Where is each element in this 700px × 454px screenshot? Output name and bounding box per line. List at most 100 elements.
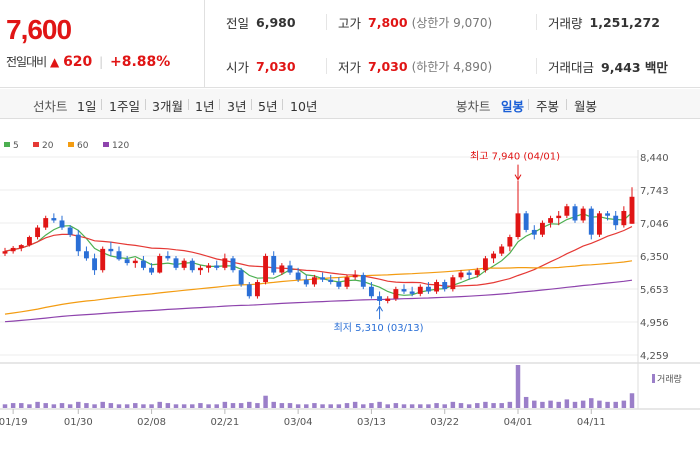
- candle-body: [230, 258, 236, 271]
- volume-bar: [51, 404, 57, 408]
- candle-body: [303, 279, 309, 285]
- stat-open: 시가 7,030: [226, 44, 296, 88]
- volume-bar: [100, 401, 105, 408]
- candle-body: [385, 298, 391, 301]
- candle-body: [377, 296, 383, 301]
- candle-body: [181, 260, 187, 268]
- period-1w[interactable]: 1주일: [109, 99, 140, 114]
- volume-bar: [336, 404, 342, 408]
- change-amount: 620: [63, 54, 93, 70]
- candle-body: [393, 289, 399, 299]
- candle-body: [263, 255, 269, 283]
- stat-label: 거래량: [548, 15, 583, 31]
- period-3y[interactable]: 3년: [227, 99, 247, 114]
- volume-bar: [450, 401, 456, 408]
- candle-body: [26, 237, 32, 246]
- volume-bar: [580, 400, 586, 408]
- candle-body: [132, 260, 138, 264]
- legend-swatch: [68, 142, 74, 147]
- candle-body: [149, 267, 155, 273]
- candle-body: [311, 277, 317, 285]
- legend-swatch: [4, 142, 10, 147]
- volume-bar: [19, 403, 24, 408]
- candle-monthly[interactable]: 월봉: [574, 99, 598, 114]
- current-price: 7,600: [6, 14, 72, 45]
- candle-body: [279, 265, 285, 273]
- candle-body: [320, 277, 326, 280]
- period-10y[interactable]: 10년: [290, 99, 318, 114]
- candle-body: [613, 215, 619, 226]
- candle-body: [271, 255, 277, 273]
- chart-svg: 5 20 60 120 최고 7,940 (04/01) 최저 5,310 (03/13…: [0, 141, 700, 428]
- max-label: 최고 7,940 (04/01): [470, 151, 560, 163]
- candle-body: [458, 272, 464, 278]
- volume-bar: [532, 400, 537, 408]
- volume-bar: [597, 400, 602, 408]
- volume-bar: [181, 404, 187, 408]
- candle-body: [596, 213, 602, 235]
- toolbar-divider: [145, 99, 146, 110]
- volume-bar: [59, 403, 65, 408]
- candle-body: [491, 253, 497, 259]
- volume-bar: [2, 404, 8, 408]
- volume-bar: [621, 400, 627, 408]
- volume-bar: [279, 403, 285, 408]
- candle-body: [116, 251, 122, 260]
- volume-bar: [377, 401, 382, 408]
- candle-body: [83, 251, 89, 259]
- volume-bar: [67, 404, 73, 408]
- candle-body: [173, 258, 179, 268]
- volume-bar: [230, 403, 236, 408]
- volume-bar: [483, 401, 488, 408]
- volume-bar: [295, 404, 301, 408]
- candle-body: [287, 265, 293, 273]
- volume-bar: [271, 401, 276, 408]
- volume-bar: [507, 401, 513, 408]
- candle-daily[interactable]: 일봉: [501, 99, 525, 114]
- volume-bar: [10, 403, 16, 408]
- candle-body: [2, 251, 8, 254]
- candle-body: [515, 213, 521, 238]
- period-5y[interactable]: 5년: [258, 99, 278, 114]
- candle-body: [499, 246, 505, 254]
- volume-bar: [548, 400, 553, 408]
- candle-body: [336, 282, 342, 287]
- candle-body: [556, 215, 562, 219]
- volume-bar: [320, 404, 325, 408]
- volume-bar: [76, 401, 81, 408]
- candle-body: [564, 206, 570, 216]
- period-3m[interactable]: 3개월: [152, 99, 183, 114]
- volume-bar: [564, 399, 570, 408]
- toolbar-divider: [219, 99, 220, 110]
- candle-body: [629, 196, 635, 224]
- volume-bar: [84, 403, 89, 408]
- volume-bar: [92, 404, 97, 408]
- candle-body: [605, 213, 611, 216]
- candle-body: [222, 258, 228, 268]
- chart-grid: [0, 150, 700, 410]
- toolbar-divider: [188, 99, 189, 110]
- y-tick-label: 4,956: [640, 318, 669, 329]
- toolbar-divider: [101, 99, 102, 110]
- price-summary: 7,600 전일대비 ▲ 620 | +8.88% 전일 6,980 고가 7,…: [0, 0, 700, 88]
- y-tick-label: 6,350: [640, 252, 669, 263]
- volume-bar: [247, 401, 252, 408]
- legend-label-ma120: 120: [112, 141, 129, 151]
- candle-body: [580, 208, 586, 221]
- candle-body: [246, 284, 252, 297]
- stat-label: 거래대금: [548, 59, 595, 75]
- ma-line-20: [4, 226, 633, 287]
- volume-bar: [523, 396, 529, 408]
- y-tick-label: 5,653: [640, 285, 669, 296]
- candle-weekly[interactable]: 주봉: [536, 99, 560, 114]
- volume-bar: [369, 403, 374, 408]
- y-tick-label: 7,046: [640, 219, 669, 230]
- volume-bar: [540, 401, 545, 408]
- period-1y[interactable]: 1년: [195, 99, 215, 114]
- candle-body: [108, 248, 114, 252]
- candle-body: [189, 260, 195, 271]
- volume-bar: [328, 404, 333, 408]
- stat-value: 7,030: [256, 58, 296, 74]
- period-1d[interactable]: 1일: [77, 99, 97, 114]
- volume-bar: [401, 404, 407, 408]
